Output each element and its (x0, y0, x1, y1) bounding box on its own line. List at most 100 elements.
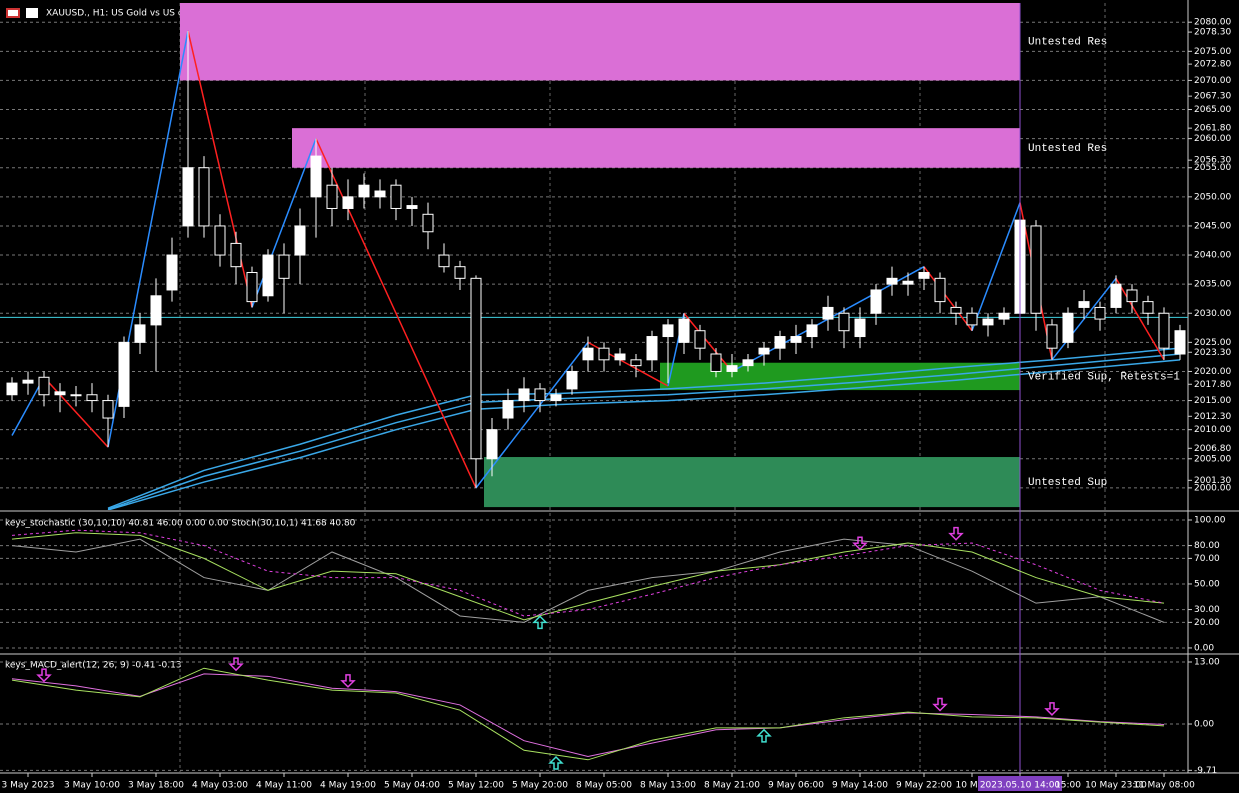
y-tick-label: 2061.80 (1194, 124, 1231, 134)
candle-body (950, 306, 962, 314)
zone-label: Untested Res (1028, 37, 1107, 49)
signal-arrow (1044, 702, 1060, 716)
candle-body (1158, 312, 1170, 349)
y-tick-label: 100.00 (1194, 515, 1226, 525)
candle-body (470, 277, 482, 460)
x-tick-label: 3 May 10:00 (64, 781, 120, 791)
x-tick-label: 5 May 20:00 (512, 781, 568, 791)
candle-body (342, 196, 354, 209)
y-tick-label: 30.00 (1194, 605, 1220, 615)
y-tick-label: 20.00 (1194, 618, 1220, 628)
signal-arrow (756, 728, 772, 743)
x-tick-label: 4 May 19:00 (320, 781, 376, 791)
candle-body (982, 318, 994, 326)
y-tick-label: 2012.30 (1194, 412, 1231, 422)
candle-body (1046, 324, 1058, 349)
signal-arrow (532, 615, 548, 630)
candle-body (966, 312, 978, 326)
candle-body (694, 330, 706, 349)
y-tick-label: 2035.00 (1194, 280, 1231, 290)
candle-body (22, 379, 34, 384)
zone (292, 128, 1020, 168)
y-tick-label: 2060.00 (1194, 134, 1231, 144)
signal-arrow (548, 755, 564, 770)
indicator-line (11, 673, 1165, 757)
moving-average (107, 353, 1181, 510)
y-tick-label: 2010.00 (1194, 425, 1231, 435)
zigzag-segment (1051, 277, 1117, 361)
candle-body (1030, 225, 1042, 314)
cursor-label-bg (978, 776, 1062, 791)
candle-body (710, 353, 722, 372)
candle-body (646, 336, 658, 361)
x-tick-label: 9 May 06:00 (768, 781, 824, 791)
chart-title: XAUUSD., H1: US Gold vs US dollar (46, 9, 204, 19)
y-tick-label: 2050.00 (1194, 192, 1231, 202)
candle-body (806, 324, 818, 338)
signal-arrow (36, 668, 52, 683)
candle-body (422, 213, 434, 233)
y-tick-label: 2056.30 (1194, 156, 1231, 166)
zone-label: Untested Sup (1028, 477, 1107, 489)
candle-body (486, 429, 498, 460)
y-tick-label: 13.00 (1194, 658, 1220, 668)
x-tick-label: 15:00 (1055, 781, 1081, 791)
candle-body (838, 312, 850, 332)
indicator-line (11, 532, 1165, 621)
candle-body (454, 266, 466, 279)
candle-body (230, 242, 242, 268)
y-tick-label: 2040.00 (1194, 251, 1231, 261)
y-tick-label: 2072.80 (1194, 60, 1231, 70)
y-tick-label: 2000.00 (1194, 483, 1231, 493)
candle-body (566, 370, 578, 390)
x-tick-label: 4 May 03:00 (192, 781, 248, 791)
candle-body (38, 376, 50, 396)
candle-body (918, 272, 930, 279)
plot (0, 3, 1188, 510)
candle-body (550, 394, 562, 402)
x-tick-label: 8 May 05:00 (576, 781, 632, 791)
x-tick-label: 5 May 04:00 (384, 781, 440, 791)
candle-body (166, 254, 178, 291)
zigzag-segment (43, 376, 109, 448)
candle-body (294, 225, 306, 256)
candle-body (438, 254, 450, 268)
candle-body (118, 341, 130, 407)
candle-body (406, 205, 418, 209)
candle-body (1094, 306, 1106, 320)
y-tick-label: 0.00 (1194, 720, 1214, 730)
x-tick-label: 10 May (956, 781, 990, 791)
candle-body (854, 318, 866, 338)
signal-arrow (340, 674, 356, 688)
x-tick-label: 9 May 22:00 (896, 781, 952, 791)
x-tick-label: 8 May 13:00 (640, 781, 696, 791)
zigzag-segment (923, 266, 973, 332)
zigzag-segment (971, 202, 1021, 331)
candle-body (758, 347, 770, 355)
candle-body (278, 254, 290, 279)
x-tick-label: 5 May 12:00 (448, 781, 504, 791)
x-tick-label: 3 May 18:00 (128, 781, 184, 791)
y-tick-label: 2006.80 (1194, 444, 1231, 454)
indicator-line (11, 529, 1165, 617)
y-tick-label: 2075.00 (1194, 47, 1231, 57)
x-tick-label: 8 May 21:00 (704, 781, 760, 791)
y-tick-label: 2080.00 (1194, 18, 1231, 28)
y-tick-label: 2017.80 (1194, 380, 1231, 390)
candle-body (518, 388, 530, 402)
x-tick-label: 11 May 08:00 (1133, 781, 1195, 791)
indicator-line (11, 667, 1165, 761)
signal-arrow (948, 526, 964, 541)
signal-arrow (228, 657, 244, 672)
panel-title: keys_stochastic (30,10,10) 40.81 46.00 0… (5, 519, 356, 529)
moving-average (107, 347, 1181, 509)
candle-body (134, 324, 146, 343)
y-tick-label: 2065.00 (1194, 105, 1231, 115)
y-tick-label: 2025.00 (1194, 338, 1231, 348)
y-tick-label: 2020.00 (1194, 367, 1231, 377)
candle-body (774, 336, 786, 349)
x-tick-label: 4 May 11:00 (256, 781, 312, 791)
candle-body (1174, 330, 1186, 355)
zone (180, 3, 1020, 81)
